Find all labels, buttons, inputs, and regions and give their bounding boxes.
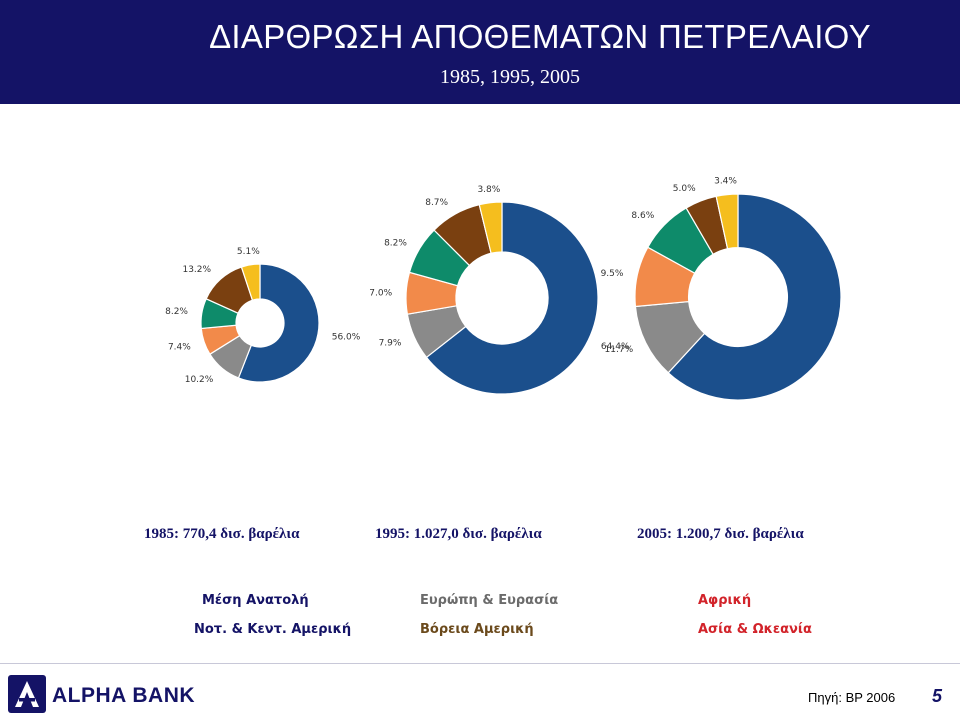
slice-label-2005-3: 8.6% [631, 211, 654, 221]
slice-label-1985-1: 10.2% [185, 375, 214, 385]
slice-label-2005-1: 11.7% [605, 345, 634, 355]
chart-area: 56.0% 10.2% 7.4% 8.2% 13.2% 5.1% 64.4% 7.9% 7.0%… [116, 122, 876, 497]
legend-middle-east: Μέση Ανατολή [202, 593, 309, 608]
slice-label-1985-3: 8.2% [165, 307, 188, 317]
legend-south-central-america: Νοτ. & Κεντ. Αμερική [194, 622, 352, 637]
slice-label-1995-4: 8.7% [425, 198, 448, 208]
header-banner: ΔΙΑΡΘΡΩΣΗ ΑΠΟΘΕΜΑΤΩΝ ΠΕΤΡΕΛΑΙΟΥ 1985, 19… [0, 0, 960, 104]
slice-label-1985-4: 13.2% [182, 265, 211, 275]
footer-divider [0, 663, 960, 664]
caption-2005: 2005: 1.200,7 δισ. βαρέλια [637, 526, 804, 542]
slice-label-1995-1: 7.9% [379, 339, 402, 349]
legend-north-america: Βόρεια Αμερική [420, 622, 534, 637]
slice-label-1985-0: 56.0% [332, 333, 361, 343]
legend-europe-eurasia: Ευρώπη & Ευρασία [420, 593, 559, 608]
source-note: Πηγή: BP 2006 [808, 690, 896, 705]
page-subtitle: 1985, 1995, 2005 [440, 66, 580, 88]
donut-charts: 56.0% 10.2% 7.4% 8.2% 13.2% 5.1% 64.4% 7.9% 7.0%… [165, 177, 876, 401]
slice-label-1985-5: 5.1% [237, 247, 260, 257]
donut-hole-1995 [455, 251, 549, 345]
page-title: ΔΙΑΡΘΡΩΣΗ ΑΠΟΘΕΜΑΤΩΝ ΠΕΤΡΕΛΑΙΟΥ [209, 18, 871, 55]
caption-1985: 1985: 770,4 δισ. βαρέλια [144, 526, 300, 542]
legend-africa: Αφρική [698, 593, 752, 608]
slice-label-1985-2: 7.4% [168, 342, 191, 352]
slice-label-1995-3: 8.2% [384, 239, 407, 249]
alpha-logo-icon [15, 681, 39, 707]
slice-label-2005-4: 5.0% [673, 184, 696, 194]
slice-label-2005-5: 3.4% [714, 177, 737, 187]
page-number: 5 [932, 686, 943, 706]
slice-label-2005-2: 9.5% [601, 269, 624, 279]
donut-hole-2005 [688, 247, 788, 347]
donut-hole-1985 [236, 299, 284, 347]
brand-name: ALPHA BANK [52, 684, 196, 707]
alpha-bank-logo [8, 675, 46, 713]
slice-label-1995-0: 64.4% [601, 342, 630, 352]
slice-label-1995-5: 3.8% [477, 185, 500, 195]
slice-label-1995-2: 7.0% [369, 288, 392, 298]
legend-asia-oceania: Ασία & Ωκεανία [698, 622, 812, 637]
caption-1995: 1995: 1.027,0 δισ. βαρέλια [375, 526, 542, 542]
